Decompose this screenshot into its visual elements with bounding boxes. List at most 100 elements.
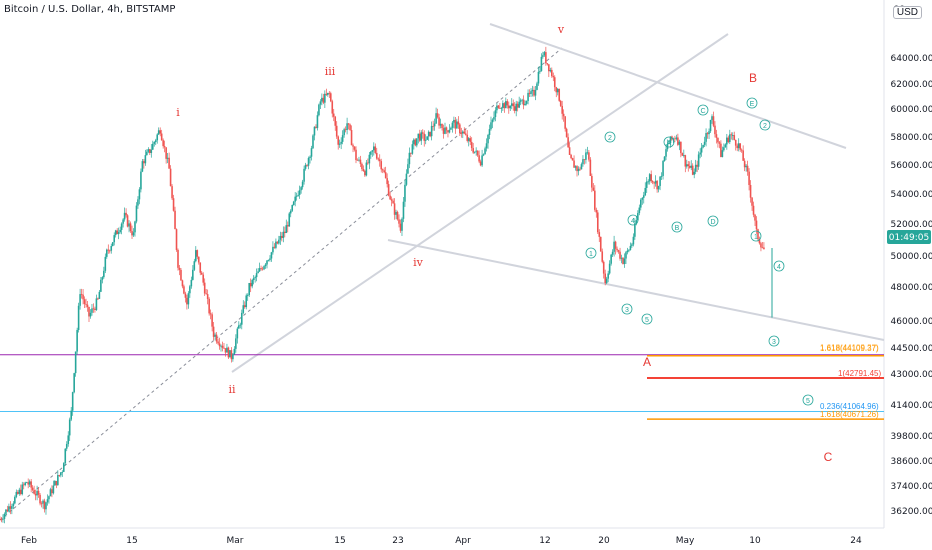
candle-body (718, 142, 721, 144)
candle-body (754, 214, 756, 221)
candle-body (94, 308, 96, 310)
candle-body (242, 305, 245, 313)
wedge-lower-line (387, 239, 885, 341)
candle-body (610, 254, 612, 264)
candle-body (300, 187, 302, 191)
candle-body (516, 103, 519, 108)
candle-body (246, 295, 249, 296)
candle-body (33, 489, 35, 494)
candle-body (678, 141, 681, 145)
candle-body (209, 313, 212, 315)
candle-body (549, 69, 552, 72)
candle-body (275, 241, 277, 248)
candle-body (307, 158, 310, 166)
sub-wave-circle (621, 303, 633, 315)
candle-body (116, 230, 118, 235)
candle-body (218, 343, 221, 347)
candle-body (429, 131, 431, 137)
candle-body (745, 165, 747, 168)
candle-body (700, 147, 703, 153)
candle-body (583, 159, 586, 161)
candle-body (329, 93, 332, 102)
candle-body (251, 280, 253, 287)
candle-body (567, 137, 569, 148)
candle-body (407, 164, 409, 174)
candle-body (325, 93, 328, 95)
candle-body (18, 489, 21, 494)
candle-body (743, 160, 746, 168)
y-tick-label: 44500.00 (891, 344, 932, 354)
y-tick-label: 41400.00 (891, 401, 932, 411)
x-tick-label: 15 (126, 536, 137, 546)
candle-body (0, 519, 3, 521)
candle-body (362, 169, 365, 171)
candle-body (484, 148, 486, 155)
candle-body (608, 263, 611, 274)
candle-body (401, 218, 403, 231)
candle-body (30, 481, 32, 488)
currency-badge[interactable]: USD (892, 6, 922, 19)
candle-body (577, 168, 580, 172)
candle-body (642, 195, 645, 198)
candle-body (506, 101, 509, 106)
candle-body (263, 266, 265, 270)
candle-body (91, 308, 93, 313)
candle-body (510, 103, 513, 106)
candle-body (205, 293, 207, 295)
candle-body (226, 347, 228, 353)
candle-body (733, 135, 736, 140)
candle-body (712, 116, 715, 126)
sub-wave-label: 1 (754, 234, 758, 241)
candle-body (260, 268, 262, 269)
candle-body (622, 257, 624, 264)
sub-wave-label: 4 (631, 218, 635, 225)
candle-body (322, 97, 325, 103)
candle-body (490, 122, 492, 130)
dashed-trendline (0, 47, 563, 521)
candle-body (352, 145, 354, 147)
sub-wave-circle (802, 394, 814, 406)
candle-body (150, 149, 153, 153)
candle-body (647, 181, 650, 183)
candle-body (720, 143, 722, 158)
candle-body (387, 184, 390, 196)
candle-body (61, 471, 64, 473)
candle-body (196, 250, 199, 257)
candle-body (132, 232, 135, 236)
sub-wave-circle (671, 221, 683, 233)
candle-body (623, 258, 626, 264)
candle-body (555, 87, 558, 93)
candle-body (70, 410, 72, 420)
candle-body (220, 345, 222, 347)
candle-body (582, 159, 584, 165)
candle-body (454, 119, 457, 129)
candle-body (2, 518, 4, 520)
candle-body (607, 273, 609, 279)
candle-body (478, 155, 480, 162)
candle-body (227, 347, 230, 358)
candle-body (199, 262, 202, 273)
candle-body (27, 482, 29, 485)
candle-body (374, 146, 377, 153)
y-tick-label: 64000.00 (891, 54, 932, 64)
candle-body (288, 213, 291, 227)
candle-body (71, 392, 74, 411)
candle-body (586, 152, 589, 154)
candle-body (598, 232, 601, 237)
candle-body (195, 250, 197, 262)
x-tick-label: Mar (227, 536, 244, 546)
candle-body (552, 76, 555, 78)
candle-body (266, 260, 268, 265)
candle-body (691, 165, 694, 175)
candle-body (611, 251, 614, 255)
candle-body (528, 92, 531, 94)
candle-body (628, 249, 630, 251)
candle-body (451, 122, 454, 128)
candle-body (714, 125, 716, 135)
y-tick-label: 54000.00 (891, 190, 932, 200)
candle-body (599, 236, 602, 252)
candle-body (697, 154, 700, 167)
candle-body (681, 153, 684, 156)
candle-body (702, 144, 704, 148)
